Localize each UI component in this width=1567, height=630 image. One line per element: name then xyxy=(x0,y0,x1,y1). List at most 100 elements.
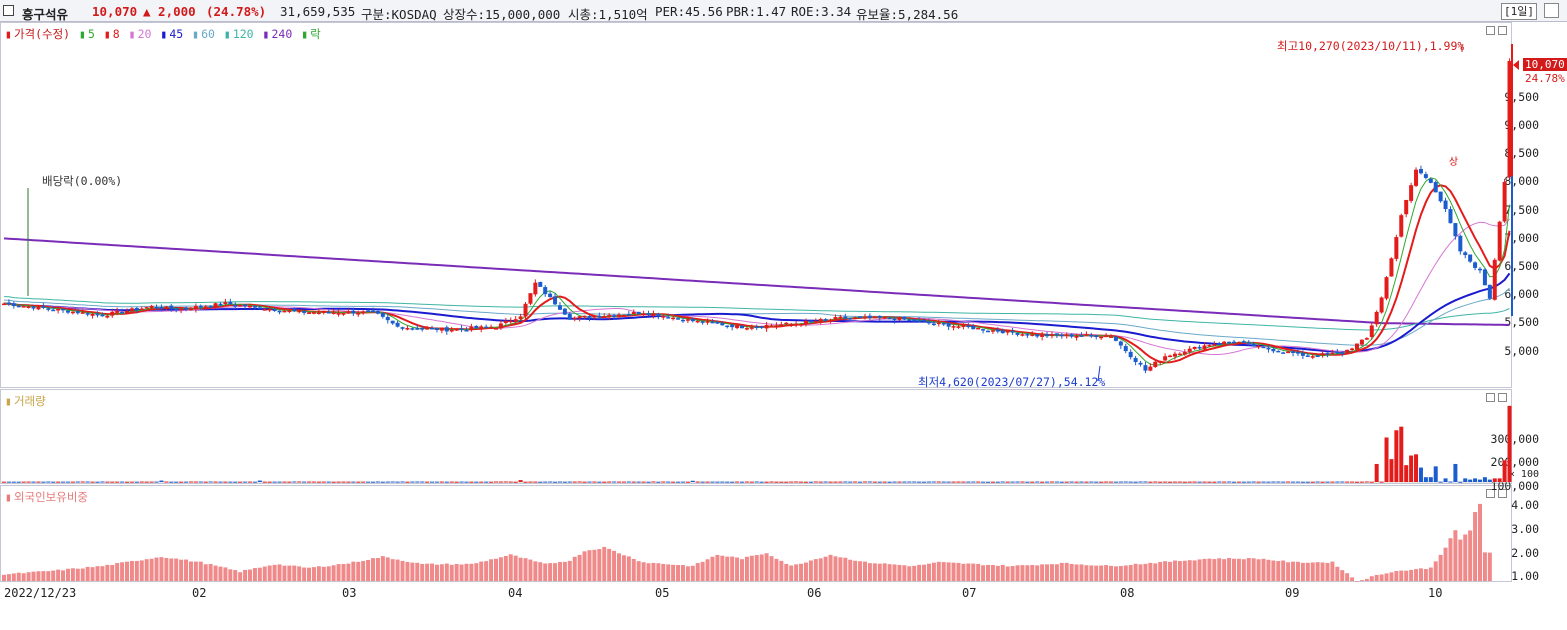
candle-body xyxy=(297,310,302,313)
volume-bar xyxy=(981,481,986,483)
candle-body xyxy=(1207,345,1212,347)
foreign-tick: 1.00 xyxy=(1511,569,1539,583)
volume-bar xyxy=(139,481,144,483)
candle-body xyxy=(1015,332,1020,335)
price-change-pct: (24.78%) xyxy=(206,4,267,19)
foreign-bar xyxy=(518,557,523,581)
volume-bar xyxy=(1010,481,1015,483)
ma8-line xyxy=(3,184,1511,364)
volume-bar xyxy=(1030,481,1035,483)
x-tick: 05 xyxy=(655,586,670,600)
volume-bar xyxy=(464,481,469,483)
candle-body xyxy=(1428,178,1433,183)
candle-body xyxy=(1094,335,1099,338)
x-tick: 04 xyxy=(508,586,523,600)
foreign-bar xyxy=(159,557,164,581)
candle-body xyxy=(803,320,808,324)
candle-body xyxy=(995,329,1000,332)
foreign-bar xyxy=(1163,561,1168,581)
candle-body xyxy=(1177,353,1182,356)
foreign-bar xyxy=(764,553,769,581)
candle-body xyxy=(887,317,892,320)
foreign-bar xyxy=(1310,562,1315,581)
candle-body xyxy=(164,306,169,309)
legend-ma120: 120 xyxy=(232,27,254,41)
stock-name[interactable]: 흥구석유 xyxy=(22,7,69,22)
candle-body xyxy=(361,311,366,314)
volume-bar xyxy=(479,481,484,483)
foreign-bar xyxy=(922,564,927,581)
foreign-bar xyxy=(1359,580,1364,581)
volume-bar xyxy=(740,481,744,483)
candle-body xyxy=(85,313,90,315)
candle-body xyxy=(892,318,897,321)
candle-body xyxy=(976,327,981,330)
foreign-bar xyxy=(203,564,208,581)
foreign-bar xyxy=(489,559,494,581)
volume-bar xyxy=(931,481,936,483)
panel-close-icon[interactable] xyxy=(1498,26,1507,35)
volume-bar xyxy=(430,481,435,483)
x-tick: 08 xyxy=(1120,586,1135,600)
foreign-bar xyxy=(1123,565,1128,581)
market-type: 구분:KOSDAQ xyxy=(361,7,437,22)
volume-bar xyxy=(700,481,705,483)
volume-bar xyxy=(867,481,872,483)
candle-body xyxy=(1340,352,1345,354)
volume-bar xyxy=(646,481,651,483)
foreign-bar xyxy=(858,561,863,581)
foreign-bar xyxy=(557,561,562,581)
foreign-bar xyxy=(464,563,469,581)
volume-bar xyxy=(508,481,513,483)
candle-body xyxy=(597,315,602,318)
volume-bar xyxy=(1355,481,1359,483)
candle-body xyxy=(144,307,149,309)
candle-body xyxy=(46,308,51,310)
candle-body xyxy=(6,302,11,304)
foreign-bar xyxy=(16,572,21,581)
foreign-bar xyxy=(1320,562,1325,581)
foreign-bar xyxy=(838,557,843,581)
foreign-bar xyxy=(51,570,56,581)
foreign-tick: 4.00 xyxy=(1511,498,1539,512)
candle-body xyxy=(439,327,444,331)
foreign-bar xyxy=(641,562,646,581)
window-toggle-button[interactable] xyxy=(1544,3,1559,18)
volume-bar xyxy=(1428,477,1433,482)
volume-panel[interactable]: ▮ 거래량 xyxy=(0,389,1512,484)
panel-minimize-icon[interactable] xyxy=(1486,26,1495,35)
volume-bar xyxy=(1232,481,1236,483)
price-tick: 5,000 xyxy=(1504,344,1539,358)
candle-body xyxy=(690,318,695,322)
volume-bar xyxy=(794,481,799,483)
period-selector[interactable]: [1일] xyxy=(1501,3,1537,20)
foreign-close-icon[interactable] xyxy=(1498,489,1507,498)
volume-bar xyxy=(1453,463,1458,482)
volume-close-icon[interactable] xyxy=(1498,393,1507,402)
legend-ma5: 5 xyxy=(87,27,95,41)
volume-bar xyxy=(1330,481,1335,483)
foreign-bar xyxy=(636,561,641,581)
volume-bar xyxy=(292,481,297,483)
candle-body xyxy=(981,329,986,331)
volume-bar xyxy=(1286,481,1291,483)
candle-body xyxy=(897,317,902,321)
candle-body xyxy=(1089,335,1094,337)
volume-minimize-icon[interactable] xyxy=(1486,393,1495,402)
foreign-bar xyxy=(1153,563,1158,581)
foreign-bar xyxy=(110,564,115,581)
foreign-bar xyxy=(1207,558,1212,581)
candle-body xyxy=(518,316,523,320)
select-checkbox[interactable] xyxy=(3,5,14,16)
foreign-bar xyxy=(1232,558,1236,581)
candle-body xyxy=(228,302,233,305)
candle-body xyxy=(661,316,666,318)
foreign-bar xyxy=(946,562,951,581)
candle-body xyxy=(1300,352,1305,356)
foreign-minimize-icon[interactable] xyxy=(1486,489,1495,498)
last-pct-label: 24.78% xyxy=(1525,72,1565,85)
candle-body xyxy=(1261,346,1266,349)
foreign-bar xyxy=(1364,578,1369,581)
candle-body xyxy=(1482,269,1487,286)
